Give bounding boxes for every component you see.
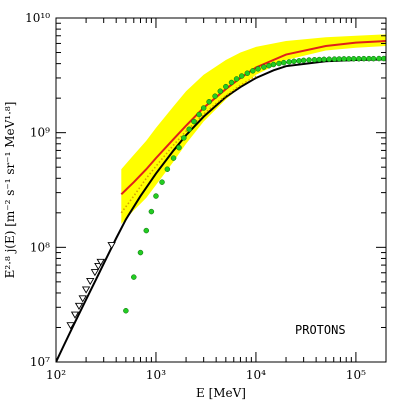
- green-data-point: [321, 56, 327, 63]
- green-data-point: [228, 79, 235, 86]
- green-data-point: [217, 88, 224, 94]
- uncertainty-band-layer: [121, 34, 386, 224]
- green-data-point: [311, 57, 318, 63]
- plot-frame: [55, 17, 387, 363]
- green-data-point: [233, 76, 240, 82]
- green-data-point: [276, 60, 282, 67]
- y-tick-label: 10⁷: [30, 355, 50, 369]
- green-data-point: [200, 105, 207, 111]
- green-data-point: [341, 56, 347, 62]
- green-data-point: [270, 61, 277, 68]
- triangle-data-point: [66, 322, 75, 330]
- triangle-data-point: [78, 295, 87, 303]
- green-data-point: [191, 118, 197, 125]
- green-data-point: [286, 59, 292, 65]
- green-data-point: [346, 56, 352, 62]
- dotted-model-line: [120, 75, 257, 214]
- triangle-data-point: [74, 302, 84, 310]
- x-tick-label: 10⁴: [246, 368, 266, 382]
- tick-labels-layer: 10² 10³ 10⁴ 10⁵ 10⁷ 10⁸ 10⁹ 10¹⁰: [25, 11, 366, 382]
- x-tick-label: 10²: [46, 368, 66, 382]
- uncertainty-band: [121, 34, 386, 224]
- green-data-point: [181, 135, 187, 141]
- x-axis-label: E [MeV]: [196, 386, 246, 400]
- protons-annotation: PROTONS: [295, 323, 346, 337]
- points-layer: [66, 55, 387, 330]
- green-data-point: [244, 70, 251, 76]
- green-data-point: [123, 307, 129, 314]
- y-axis-label: E²·⁸ j(E) [m⁻² s⁻¹ sr⁻¹ MeV¹·⁸]: [3, 102, 17, 279]
- green-data-point: [159, 179, 165, 185]
- x-tick-label: 10³: [146, 368, 166, 382]
- y-tick-label: 10¹⁰: [25, 11, 50, 25]
- green-data-point: [164, 166, 171, 172]
- x-tick-label: 10⁵: [346, 368, 366, 382]
- black-model-line: [56, 58, 386, 362]
- green-data-point: [261, 64, 267, 70]
- triangle-data-point: [81, 286, 91, 294]
- triangle-data-point: [94, 262, 103, 271]
- green-data-point: [326, 56, 332, 62]
- green-data-point: [296, 58, 302, 64]
- green-data-point: [137, 249, 144, 256]
- triangle-data-point: [107, 242, 116, 250]
- y-tick-label: 10⁸: [30, 240, 50, 254]
- green-data-point: [238, 73, 245, 79]
- green-data-point: [356, 56, 362, 62]
- triangle-data-point: [86, 278, 95, 286]
- green-data-point: [131, 274, 137, 280]
- green-data-point: [170, 155, 177, 161]
- green-data-point: [148, 208, 155, 215]
- green-data-point: [153, 193, 159, 199]
- green-data-point: [176, 144, 182, 151]
- green-data-point: [250, 68, 256, 74]
- green-data-point: [255, 66, 261, 72]
- green-data-point: [266, 62, 272, 69]
- green-data-point: [361, 55, 367, 62]
- green-data-point: [186, 126, 192, 133]
- triangle-data-point: [70, 311, 80, 319]
- green-data-point: [370, 55, 377, 62]
- green-data-point: [306, 57, 312, 63]
- green-data-point: [212, 93, 218, 99]
- green-data-point: [281, 59, 287, 66]
- green-data-point: [143, 227, 150, 234]
- triangle-data-point: [96, 258, 105, 266]
- green-data-point: [206, 99, 212, 105]
- green-data-point: [223, 83, 229, 90]
- green-data-point: [350, 56, 357, 62]
- green-data-point: [366, 55, 372, 62]
- green-data-point: [196, 111, 202, 118]
- green-data-point: [336, 56, 342, 62]
- y-tick-label: 10⁹: [30, 126, 50, 140]
- triangle-data-point: [90, 269, 100, 277]
- green-data-point: [331, 56, 338, 62]
- green-data-point: [316, 56, 323, 63]
- green-data-point: [300, 57, 307, 64]
- green-data-point: [376, 55, 382, 62]
- ticks-layer: [55, 17, 387, 363]
- green-data-point: [291, 58, 297, 65]
